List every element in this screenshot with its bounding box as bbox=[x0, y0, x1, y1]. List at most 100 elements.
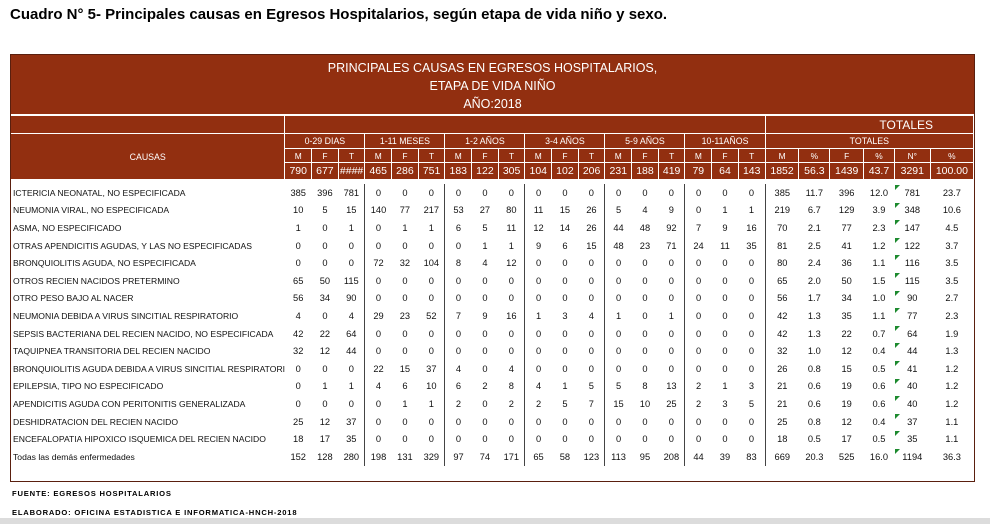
cause-name: BRONQUIOLITIS AGUDA, NO ESPECIFICADA bbox=[13, 258, 196, 269]
value-cell: 0 bbox=[738, 342, 766, 360]
note-marker-icon bbox=[895, 272, 901, 278]
value-cell: 5 bbox=[615, 381, 622, 392]
value-cell: 280 bbox=[338, 447, 366, 466]
column-total: 56.3 bbox=[798, 162, 831, 180]
value-cell: 0 bbox=[402, 416, 408, 427]
value-cell: 1.3 bbox=[807, 328, 821, 339]
value-cell: 1.2 bbox=[945, 398, 959, 409]
value-cell: 1.0 bbox=[807, 346, 821, 357]
value-cell: 1.7 bbox=[807, 293, 821, 304]
value-cell: 10.6 bbox=[942, 205, 961, 216]
table-row: SEPSIS BACTERIANA DEL RECIEN NACIDO, NO … bbox=[11, 324, 974, 343]
value-cell: 0 bbox=[695, 363, 702, 374]
value-cell: 4 bbox=[455, 363, 462, 374]
value-cell: 0 bbox=[375, 398, 382, 409]
value-cell: 0 bbox=[482, 416, 488, 427]
value-cell: 0 bbox=[418, 236, 446, 255]
column-total: #### bbox=[338, 162, 366, 180]
note-marker-icon bbox=[895, 308, 901, 314]
value-cell: 0 bbox=[738, 289, 766, 308]
value-cell: 71 bbox=[658, 236, 686, 255]
value-cell: 37 bbox=[338, 412, 366, 431]
value-cell: 8 bbox=[455, 258, 462, 269]
value-cell: 5 bbox=[578, 377, 606, 396]
value-cell: 4 bbox=[498, 359, 526, 378]
value-cell: 0 bbox=[658, 324, 686, 343]
value-cell: 25 bbox=[658, 395, 686, 413]
table-row: OTRO PESO BAJO AL NACER 56 34 90 0 0 0 0 0 0 0 0 0 0 0… bbox=[11, 289, 974, 308]
value-cell: 15 bbox=[613, 398, 624, 409]
column-label: T bbox=[578, 148, 606, 163]
value-cell: 0 bbox=[695, 275, 702, 286]
value-cell: 1.3 bbox=[945, 346, 959, 357]
value-cell: 123 bbox=[578, 447, 606, 466]
value-cell: 0 bbox=[455, 416, 462, 427]
cause-name: APENDICITIS AGUDA CON PERITONITIS GENERA… bbox=[13, 398, 246, 409]
value-cell: 0.8 bbox=[807, 416, 821, 427]
value-cell: 8 bbox=[642, 381, 648, 392]
value-cell: 3.5 bbox=[945, 275, 959, 286]
value-cell: 0 bbox=[375, 222, 382, 233]
value-cell: 0 bbox=[295, 363, 301, 374]
column-total: 465 bbox=[364, 162, 393, 180]
value-cell: 0 bbox=[375, 187, 382, 198]
value-cell: 8 bbox=[498, 377, 526, 396]
value-cell: 0 bbox=[722, 187, 728, 198]
value-cell: 0 bbox=[418, 430, 446, 448]
value-cell: 5 bbox=[615, 205, 622, 216]
column-total: 206 bbox=[578, 162, 606, 180]
value-cell: 32 bbox=[293, 346, 304, 357]
table-row: ENCEFALOPATIA HIPOXICO ISQUEMICA DEL REC… bbox=[11, 430, 974, 448]
value-cell: 0 bbox=[615, 434, 622, 445]
value-cell: 0 bbox=[535, 416, 542, 427]
value-cell: 0 bbox=[738, 184, 766, 202]
value-cell: 0 bbox=[375, 328, 382, 339]
table-row: EPILEPSIA, TIPO NO ESPECIFICADO 0 1 1 4 6 10 6 2… bbox=[11, 377, 974, 396]
value-cell: 0 bbox=[535, 434, 542, 445]
column-total: 122 bbox=[471, 162, 499, 180]
value-cell: 9 bbox=[482, 310, 488, 321]
total-count-cell: 90 bbox=[894, 290, 930, 308]
value-cell: 198 bbox=[370, 451, 387, 462]
value-cell: 0 bbox=[658, 342, 686, 360]
value-cell: 23 bbox=[639, 240, 651, 251]
value-cell: 3.7 bbox=[945, 240, 959, 251]
value-cell: 0 bbox=[455, 346, 462, 357]
value-cell: 0 bbox=[658, 359, 686, 378]
value-cell: 22 bbox=[373, 363, 384, 374]
value-cell: 35 bbox=[338, 430, 366, 448]
value-cell: 0 bbox=[642, 363, 648, 374]
note-marker-icon bbox=[895, 255, 901, 261]
value-cell: 18 bbox=[777, 434, 788, 445]
column-label: T bbox=[498, 148, 526, 163]
group-header: 0-29 DIAS bbox=[284, 133, 366, 149]
note-marker-icon bbox=[895, 448, 901, 454]
total-count-value: 1194 bbox=[902, 451, 923, 462]
column-label: T bbox=[738, 148, 766, 163]
table-row: Todas las demás enfermedades 152 128 280 198… bbox=[11, 447, 974, 466]
value-cell: 0 bbox=[418, 271, 446, 290]
total-count-value: 64 bbox=[907, 328, 918, 339]
source-note: FUENTE: EGRESOS HOSPITALARIOS bbox=[12, 489, 172, 498]
column-label: F bbox=[551, 148, 579, 163]
value-cell: 50 bbox=[841, 275, 852, 286]
causas-heading: CAUSAS bbox=[11, 133, 286, 180]
value-cell: 5 bbox=[322, 205, 328, 216]
column-label: % bbox=[798, 148, 831, 163]
value-cell: 0 bbox=[498, 412, 526, 431]
table-banner: PRINCIPALES CAUSAS EN EGRESOS HOSPITALAR… bbox=[11, 55, 974, 114]
table-row: TAQUIPNEA TRANSITORIA DEL RECIEN NACIDO 3… bbox=[11, 342, 974, 360]
value-cell: 3 bbox=[722, 398, 728, 409]
value-cell: 2 bbox=[498, 395, 526, 413]
value-cell: 781 bbox=[338, 184, 366, 202]
value-cell: 26 bbox=[777, 363, 788, 374]
table-row: NEUMONIA VIRAL, NO ESPECIFICADA 10 5 15 140 7… bbox=[11, 201, 974, 220]
value-cell: 140 bbox=[370, 205, 387, 216]
value-cell: 2 bbox=[455, 398, 462, 409]
total-count-cell: 41 bbox=[894, 360, 930, 378]
value-cell: 2 bbox=[695, 381, 702, 392]
value-cell: 396 bbox=[838, 187, 855, 198]
value-cell: 16 bbox=[738, 219, 766, 237]
value-cell: 27 bbox=[479, 205, 491, 216]
value-cell: 0 bbox=[695, 434, 702, 445]
